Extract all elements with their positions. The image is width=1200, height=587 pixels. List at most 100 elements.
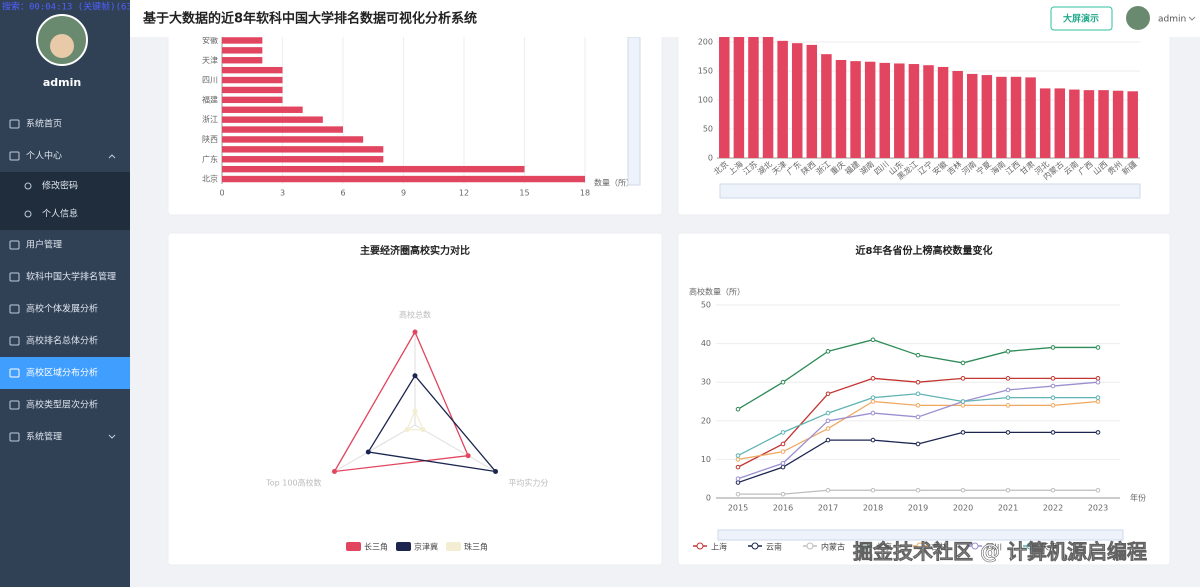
line-point (735, 491, 741, 497)
zoom-slider[interactable] (719, 183, 1141, 199)
y-tick-label: 40 (701, 339, 711, 348)
sidebar-bg (0, 0, 130, 587)
menu-item[interactable]: 系统首页 (26, 118, 62, 130)
y-tick-label: 浙江 (202, 114, 218, 124)
radar-point (365, 449, 371, 455)
y-tick-label: 北京 (202, 174, 218, 184)
y-axis-label: 高校数量（所） (689, 287, 745, 297)
legend-swatch[interactable] (346, 542, 361, 551)
line-point (825, 418, 831, 424)
line-point (825, 391, 831, 397)
bar (222, 96, 283, 104)
header-user: admin (1158, 15, 1186, 25)
legend-swatch[interactable] (806, 542, 814, 550)
legend-swatch[interactable] (446, 542, 461, 551)
bar (222, 165, 525, 173)
bar (222, 175, 585, 183)
menu-item[interactable]: 系统管理 (26, 431, 62, 443)
y-tick-label: 10 (701, 455, 711, 464)
menu-item[interactable]: 高校排名总体分析 (26, 335, 98, 347)
legend-swatch[interactable] (971, 542, 979, 550)
header-bg (130, 0, 1200, 37)
menu-item[interactable]: 用户管理 (26, 239, 62, 251)
line-point (960, 376, 966, 381)
bar (733, 37, 745, 159)
menu-icon (9, 151, 20, 161)
legend-label[interactable]: 天津 (1041, 542, 1057, 552)
y-tick-label: 0 (708, 154, 713, 163)
menu-item[interactable]: 高校类型层次分析 (26, 399, 98, 411)
bar (791, 43, 803, 158)
panel (167, 16, 663, 216)
legend-label[interactable]: 京津冀 (414, 542, 438, 552)
bar (222, 136, 364, 143)
bar (1039, 88, 1051, 158)
sidebar-user: admin (43, 76, 81, 89)
line-point (1095, 395, 1101, 400)
legend-label[interactable]: 云南 (766, 542, 782, 552)
menu-item[interactable]: 个人中心 (26, 150, 62, 162)
chevron (108, 434, 116, 439)
line-point (870, 376, 876, 381)
legend-label[interactable]: 四川 (986, 543, 1002, 552)
button-label[interactable]: 大屏演示 (1063, 13, 1099, 25)
bar (222, 156, 384, 163)
avatar-face (50, 34, 74, 58)
line-point (1095, 345, 1101, 350)
legend-label[interactable]: 上海 (711, 542, 727, 552)
submenu-item[interactable]: 个人信息 (42, 208, 78, 220)
line-point (780, 430, 786, 435)
legend-label[interactable]: 吉林 (931, 542, 947, 552)
bar (222, 86, 283, 94)
x-tick-label: 0 (219, 189, 224, 198)
legend-label[interactable]: 内蒙古 (821, 542, 845, 552)
legend-label[interactable]: 北京 (876, 542, 892, 552)
bar (821, 54, 832, 158)
indicator-label: Top 100高校数 (265, 477, 321, 487)
legend-swatch[interactable] (696, 542, 704, 550)
legend-swatch[interactable] (916, 542, 924, 550)
line-point (960, 430, 966, 435)
button[interactable] (1050, 6, 1113, 31)
legend-swatch[interactable] (396, 542, 411, 551)
line-point (1095, 376, 1101, 381)
legend-label[interactable]: 长三角 (364, 542, 388, 552)
y-tick-label: 30 (701, 378, 711, 387)
x-tick-label: 2017 (818, 504, 838, 513)
menu-icon (9, 119, 20, 129)
indicator-label: 高校总数 (399, 310, 431, 320)
radar-point (412, 329, 418, 335)
line-point (1050, 383, 1056, 389)
x-tick-label: 2020 (953, 504, 973, 513)
line-point (735, 480, 741, 485)
legend-swatch[interactable] (751, 542, 759, 550)
menu-item[interactable]: 软科中国大学排名管理 (26, 271, 116, 283)
bar (762, 37, 774, 159)
line-point (825, 487, 831, 493)
line-point (1005, 387, 1011, 393)
line-point (960, 360, 966, 366)
y-tick-label: 0 (706, 494, 711, 503)
bar (996, 76, 1007, 158)
legend-swatch[interactable] (861, 542, 869, 550)
line-point (1095, 430, 1101, 435)
y-tick-label: 20 (701, 416, 711, 425)
menu-icon (9, 336, 20, 346)
menu-item[interactable]: 高校区域分布分析 (26, 367, 98, 379)
y-tick-label: 陕西 (202, 134, 218, 144)
menu-item[interactable]: 高校个体发展分析 (26, 303, 98, 315)
zoom-slider[interactable] (717, 529, 1124, 541)
bar (222, 66, 283, 74)
legend-label[interactable]: 珠三角 (464, 542, 488, 552)
legend-swatch[interactable] (1026, 542, 1034, 550)
menu-icon (9, 368, 20, 378)
line-point (1005, 349, 1011, 354)
zoom-slider[interactable] (627, 37, 641, 186)
submenu-item[interactable]: 修改密码 (42, 180, 78, 192)
x-tick-label: 12 (459, 189, 469, 198)
menu-icon (9, 432, 20, 442)
radar-area (333, 330, 470, 473)
chevron (108, 154, 116, 159)
